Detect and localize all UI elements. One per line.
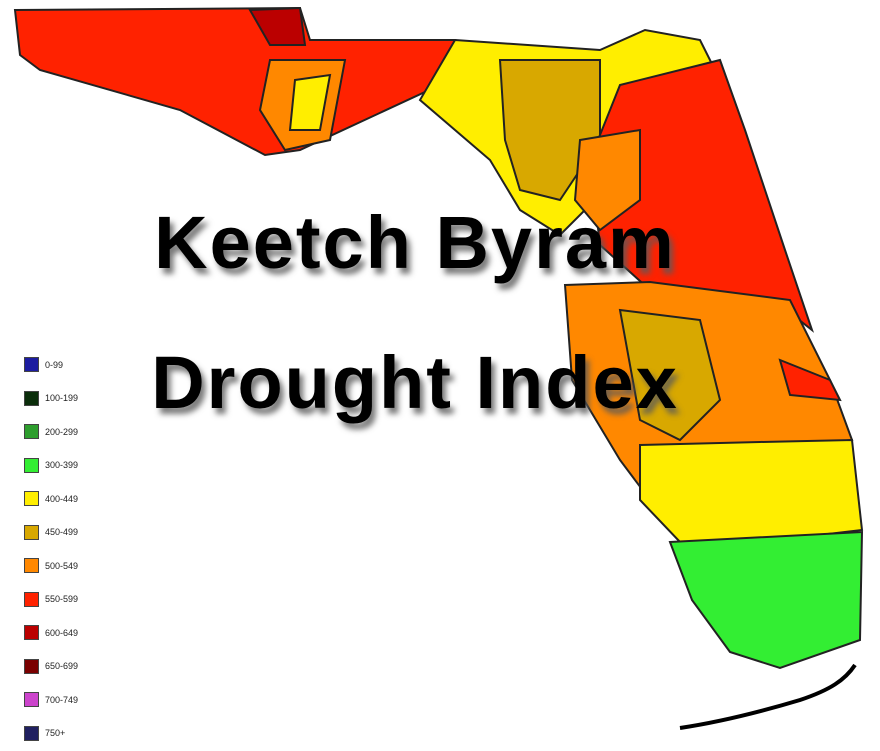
legend-item: 400-449 — [24, 482, 78, 516]
big-bend-gold — [498, 59, 601, 202]
legend-item: 550-599 — [24, 583, 78, 617]
legend-swatch — [24, 457, 39, 473]
title-line2: Drought Index — [151, 341, 679, 424]
panhandle — [13, 6, 457, 157]
panhandle-west-dark — [248, 6, 307, 46]
legend-label: 550-599 — [45, 594, 79, 605]
central-red — [778, 358, 842, 402]
legend-swatch — [24, 591, 39, 607]
legend-item: 200-299 — [24, 415, 78, 449]
legend-label: 450-499 — [45, 527, 79, 538]
legend-swatch — [24, 558, 39, 574]
legend-label: 650-699 — [45, 661, 79, 672]
legend-item: 450-499 — [24, 516, 78, 550]
legend-swatch — [24, 658, 39, 674]
legend-item: 650-699 — [24, 650, 78, 684]
legend-item: 750+ — [24, 717, 78, 751]
legend-swatch — [24, 491, 39, 507]
legend-label: 750+ — [45, 728, 66, 739]
legend-swatch — [24, 424, 39, 440]
legend-swatch — [24, 357, 39, 373]
legend-item: 300-399 — [24, 449, 78, 483]
legend-item: 700-749 — [24, 683, 78, 717]
legend-swatch — [24, 524, 39, 540]
title-line1: Keetch Byram — [154, 201, 676, 284]
central-gold — [618, 308, 722, 442]
panhandle-yellow — [288, 73, 332, 131]
legend-item: 100-199 — [24, 382, 78, 416]
legend-swatch — [24, 625, 39, 641]
legend-item: 500-549 — [24, 549, 78, 583]
north-central-orange — [573, 128, 641, 232]
legend-label: 0-99 — [45, 359, 64, 370]
keys — [679, 663, 857, 730]
legend-label: 700-749 — [45, 694, 79, 705]
legend-item: 600-649 — [24, 616, 78, 650]
legend: 0-99 100-199 200-299 300-399 400-449 450-499 5… — [24, 348, 78, 750]
legend-label: 300-399 — [45, 460, 79, 471]
legend-label: 600-649 — [45, 627, 79, 638]
south — [639, 438, 864, 543]
legend-item: 0-99 — [24, 348, 78, 382]
legend-label: 100-199 — [45, 393, 79, 404]
legend-swatch — [24, 390, 39, 406]
legend-swatch — [24, 692, 39, 708]
legend-label: 200-299 — [45, 426, 79, 437]
legend-label: 400-449 — [45, 493, 79, 504]
legend-label: 500-549 — [45, 560, 79, 571]
southern-tip — [668, 530, 864, 670]
legend-swatch — [24, 725, 39, 741]
